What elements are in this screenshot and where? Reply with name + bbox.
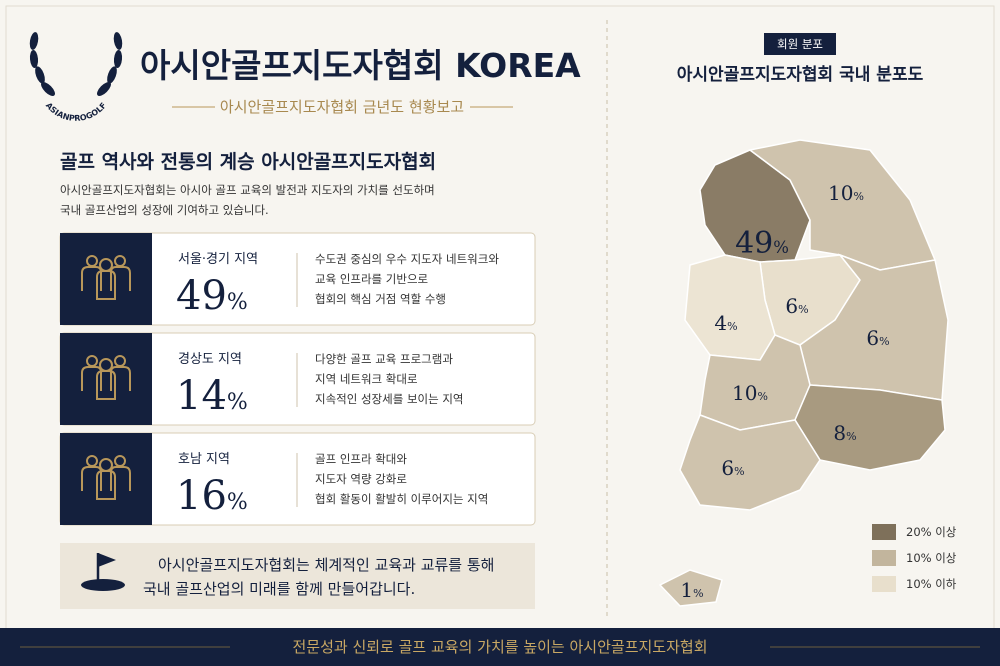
legend-label: 10% 이상	[906, 551, 957, 565]
subtitle: 아시안골프지도자협회 금년도 현황보고	[220, 98, 464, 116]
percentage: 16%	[176, 473, 248, 519]
card-line: 다양한 골프 교육 프로그램과	[315, 352, 453, 366]
percentage: 6%	[721, 456, 744, 480]
legend-swatch	[872, 576, 896, 592]
percentage: 8%	[833, 421, 856, 445]
percentage: 6%	[785, 294, 808, 318]
legend-label: 10% 이하	[906, 577, 957, 591]
region	[679, 414, 821, 511]
region	[658, 569, 723, 607]
legend-swatch	[872, 550, 896, 566]
card-icon-bg	[60, 433, 152, 525]
map: 49% 10% 6% 4% 6% 10% 8% 6% 1%	[658, 139, 949, 607]
flag-icon	[81, 553, 125, 591]
card-icon-bg	[60, 333, 152, 425]
percentage: 4%	[714, 311, 737, 335]
banner-line: 국내 골프산업의 미래를 함께 만들어갑니다.	[143, 580, 415, 598]
card-line: 지역 네트워크 확대로	[315, 372, 418, 386]
card-region: 호남 지역	[178, 452, 230, 467]
card-line: 지도자 역량 강화로	[315, 472, 407, 486]
card-line: 골프 인프라 확대와	[315, 452, 407, 466]
card-region: 경상도 지역	[178, 352, 242, 367]
banner	[60, 543, 535, 609]
card-line: 수도권 중심의 우수 지도자 네트워크와	[315, 252, 499, 266]
legend: 20% 이상 10% 이상 10% 이하	[872, 524, 957, 592]
percentage: 1%	[680, 578, 703, 602]
badge-text: 회원 분포	[777, 37, 823, 51]
percentage: 6%	[866, 326, 889, 350]
banner-line: 아시안골프지도자협회는 체계적인 교육과 교류를 통해	[158, 556, 494, 574]
percentage: 49%	[176, 273, 248, 319]
card-icon-bg	[60, 233, 152, 325]
card-line: 교육 인프라를 기반으로	[315, 272, 428, 286]
percentage: 49%	[735, 226, 789, 261]
intro-line: 국내 골프산업의 성장에 기여하고 있습니다.	[60, 203, 269, 217]
title: 아시안골프지도자협회 KOREA	[140, 46, 581, 85]
legend-label: 20% 이상	[906, 525, 957, 539]
intro-line: 아시안골프지도자협회는 아시아 골프 교육의 발전과 지도자의 가치를 선도하며	[60, 183, 435, 197]
badge	[764, 33, 836, 55]
legend-swatch	[872, 524, 896, 540]
card-line: 협회의 핵심 거점 역할 수행	[315, 292, 446, 306]
percentage: 14%	[176, 373, 248, 419]
map-title: 아시안골프지도자협회 국내 분포도	[677, 64, 924, 85]
footer-text: 전문성과 신뢰로 골프 교육의 가치를 높이는 아시안골프지도자협회	[292, 638, 707, 656]
intro-heading: 골프 역사와 전통의 계승 아시안골프지도자협회	[60, 151, 436, 173]
percentage: 10%	[828, 181, 864, 205]
card-line: 협회 활동이 활발히 이루어지는 지역	[315, 492, 488, 506]
card-line: 지속적인 성장세를 보이는 지역	[315, 392, 464, 406]
card-region: 서울·경기 지역	[178, 252, 258, 267]
percentage: 10%	[732, 381, 768, 405]
